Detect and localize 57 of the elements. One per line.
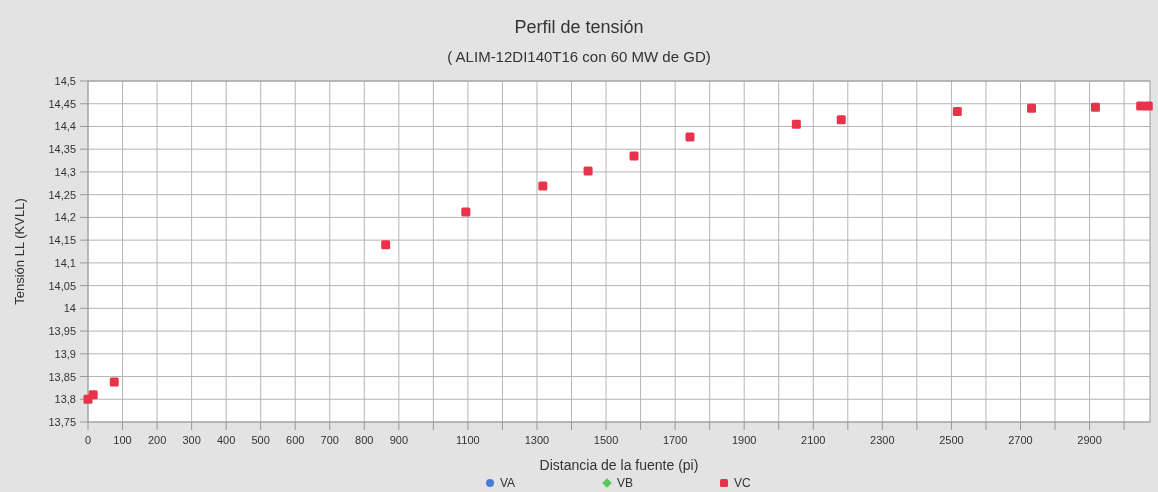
y-tick-label: 13,95 (48, 325, 76, 338)
y-tick-label: 14,05 (48, 279, 76, 292)
x-tick-label: 1700 (662, 434, 688, 446)
x-tick-label: 400 (216, 434, 236, 446)
y-axis-title: Tensión LL (KVLL) (12, 198, 27, 305)
legend-label: VA (500, 476, 516, 490)
y-tick-label: 14,2 (54, 211, 76, 224)
point (791, 119, 801, 129)
y-tick-label: 14,25 (48, 188, 76, 201)
x-tick-label: 100 (113, 434, 132, 446)
x-tick-label: 600 (286, 434, 305, 446)
legend-label: VC (734, 476, 751, 490)
point (109, 377, 119, 387)
x-tick-label: 0 (84, 434, 92, 446)
y-tick-label: 13,9 (54, 347, 76, 360)
point (1143, 101, 1153, 111)
y-tick-label: 14,15 (48, 234, 76, 247)
point (629, 151, 639, 161)
x-tick-label: 900 (389, 434, 409, 446)
y-tick-label: 13,85 (48, 370, 76, 383)
y-tick-label: 14,35 (48, 143, 76, 156)
x-tick-label: 1300 (524, 434, 550, 446)
point (952, 106, 962, 116)
y-tick-label: 14 (63, 302, 76, 315)
point (381, 240, 391, 250)
x-tick-label: 2700 (1008, 434, 1033, 446)
chart-title: Perfil de tensión (514, 17, 644, 37)
x-tick-label: 2300 (870, 434, 895, 446)
x-tick-label: 2500 (939, 434, 964, 446)
point (1090, 102, 1100, 112)
x-tick-label: 1900 (731, 434, 757, 446)
x-axis-title: Distancia de la fuente (pi) (539, 457, 699, 473)
point (836, 115, 846, 125)
x-tick-label: 2900 (1077, 434, 1102, 446)
legend-label: VB (617, 476, 634, 490)
x-tick-label: 500 (251, 434, 270, 446)
x-tick-label: 300 (182, 434, 201, 446)
chart-subtitle: ( ALIM-12DI140T16 con 60 MW de GD) (447, 48, 711, 65)
x-tick-label: 2100 (801, 434, 826, 446)
point (1027, 103, 1037, 113)
y-tick-label: 14,4 (54, 120, 76, 133)
point (538, 181, 548, 191)
y-tick-label: 13,75 (48, 416, 76, 428)
point (685, 132, 695, 142)
point (461, 207, 471, 217)
x-tick-label: 1100 (456, 434, 480, 446)
y-tick-label: 14,45 (48, 97, 76, 110)
y-tick-label: 14,3 (54, 165, 76, 178)
y-tick-label: 14,5 (54, 75, 76, 87)
x-tick-label: 200 (147, 434, 167, 446)
point (583, 166, 593, 176)
x-tick-label: 1500 (593, 434, 619, 446)
x-tick-label: 800 (355, 434, 374, 446)
point (88, 390, 98, 400)
y-tick-label: 14,1 (54, 256, 76, 269)
x-tick-label: 700 (320, 434, 339, 446)
y-tick-label: 13,8 (54, 393, 76, 406)
